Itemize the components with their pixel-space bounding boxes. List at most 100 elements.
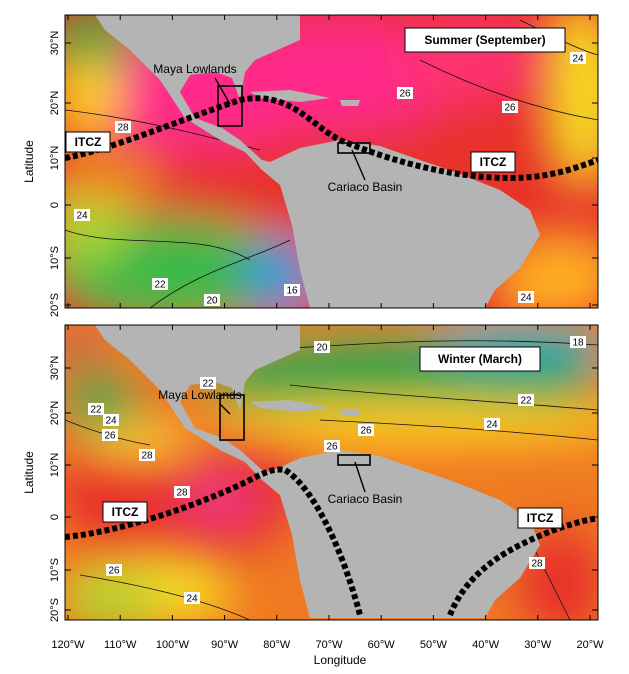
contour-label-bg	[397, 87, 413, 99]
land	[95, 15, 540, 308]
contour-label-bg	[324, 440, 340, 452]
sst-blob	[65, 575, 160, 620]
site-pointer	[219, 403, 231, 415]
contour-label-bg	[570, 52, 586, 64]
itcz-label-box	[102, 501, 148, 523]
contour-label: 22	[202, 379, 214, 390]
contour-label: 26	[326, 442, 338, 453]
site-pointer	[214, 77, 231, 105]
contour-label: 22	[154, 280, 166, 291]
itcz-label: ITCZ	[75, 135, 102, 149]
sst-blob	[180, 480, 260, 520]
lat-tick-label: 10°S	[49, 558, 61, 582]
lon-tick-label: 60°W	[368, 639, 396, 651]
contour-label-bg	[358, 424, 374, 436]
sst-contour	[149, 239, 291, 308]
contour-label: 24	[105, 416, 117, 427]
contour-label-bg	[204, 294, 220, 306]
itcz-line	[65, 95, 598, 182]
sst-contour	[65, 229, 251, 261]
itcz-label: ITCZ	[480, 155, 507, 169]
site-label: Maya Lowlands	[153, 62, 236, 76]
map-panel: Maya Lowlands Cariaco Basin Winter (March)…	[22, 324, 599, 622]
lat-tick-label: 20°S	[49, 598, 61, 622]
contour-label: 18	[572, 338, 584, 349]
lon-tick-label: 30°W	[524, 639, 552, 651]
contour-label-bg	[74, 209, 90, 221]
contour-label-bg	[103, 414, 119, 426]
lon-tick-label: 20°W	[576, 639, 604, 651]
season-label: Winter (March)	[438, 352, 522, 366]
site-label: Cariaco Basin	[328, 180, 403, 194]
lon-tick-label: 120°W	[51, 639, 85, 651]
contour-label-bg	[106, 564, 122, 576]
contour-label-bg	[570, 336, 586, 348]
contour-label: 20	[316, 343, 328, 354]
contour-label: 24	[486, 420, 498, 431]
contour-label: 28	[141, 451, 153, 462]
sst-contour	[519, 19, 598, 56]
contour-label-bg	[518, 291, 534, 303]
contour-label-bg	[88, 403, 104, 415]
contour-label: 28	[117, 123, 129, 134]
site-box	[217, 85, 243, 127]
x-axis-title: Longitude	[314, 653, 367, 667]
lon-tick-label: 50°W	[420, 639, 448, 651]
contour-label-bg	[529, 557, 545, 569]
itcz-label-box	[65, 131, 111, 153]
season-label-box	[404, 27, 566, 53]
sst-blob	[65, 331, 92, 359]
lon-tick-label: 90°W	[211, 639, 239, 651]
contour-label-bg	[484, 418, 500, 430]
lat-tick-label: 10°S	[49, 246, 61, 270]
site-pointer	[351, 149, 366, 181]
site-box	[219, 394, 245, 441]
y-axis-title: Latitude	[22, 451, 36, 494]
site-label: Maya Lowlands	[158, 388, 241, 402]
season-label: Summer (September)	[424, 33, 545, 47]
sst-contour	[289, 384, 598, 411]
itcz-line	[447, 515, 598, 617]
lat-tick-label: 20°N	[49, 91, 61, 116]
land	[95, 325, 540, 618]
lat-tick-label: 0	[49, 514, 61, 520]
lat-tick-label: 30°N	[49, 31, 61, 56]
sst-contour	[419, 59, 598, 121]
itcz-label: ITCZ	[527, 511, 554, 525]
lat-tick-label: 30°N	[49, 356, 61, 381]
contour-label: 20	[206, 296, 218, 307]
sst-blob	[65, 55, 120, 135]
site-label: Cariaco Basin	[328, 492, 403, 506]
lat-tick-label: 10°N	[49, 146, 61, 171]
contour-label: 24	[520, 293, 532, 304]
contour-label-bg	[139, 449, 155, 461]
panel-frame	[64, 324, 599, 621]
contour-label: 16	[286, 286, 298, 297]
contour-label-bg	[174, 486, 190, 498]
lon-tick-label: 80°W	[263, 639, 291, 651]
sst-field	[65, 325, 598, 620]
contour-label: 24	[572, 54, 584, 65]
sst-blob	[555, 15, 598, 180]
contour-label: 26	[108, 566, 120, 577]
sst-blob	[65, 155, 160, 205]
contour-label: 24	[186, 594, 198, 605]
contour-label-bg	[115, 121, 131, 133]
contour-label-bg	[502, 101, 518, 113]
contour-label-bg	[102, 429, 118, 441]
lon-tick-label: 100°W	[156, 639, 190, 651]
contour-label: 26	[504, 103, 516, 114]
season-label-box	[419, 346, 541, 372]
sst-contour	[79, 574, 251, 620]
sst-blob	[65, 370, 140, 430]
lon-tick-label: 70°W	[315, 639, 343, 651]
contour-label: 22	[90, 405, 102, 416]
contour-label-bg	[284, 284, 300, 296]
contour-label-bg	[152, 278, 168, 290]
contour-label: 26	[399, 89, 411, 100]
contour-label: 26	[104, 431, 116, 442]
y-axis-title: Latitude	[22, 140, 36, 183]
map-panel: Maya Lowlands Cariaco Basin Summer (Septem…	[22, 14, 599, 317]
contour-label-bg	[184, 592, 200, 604]
